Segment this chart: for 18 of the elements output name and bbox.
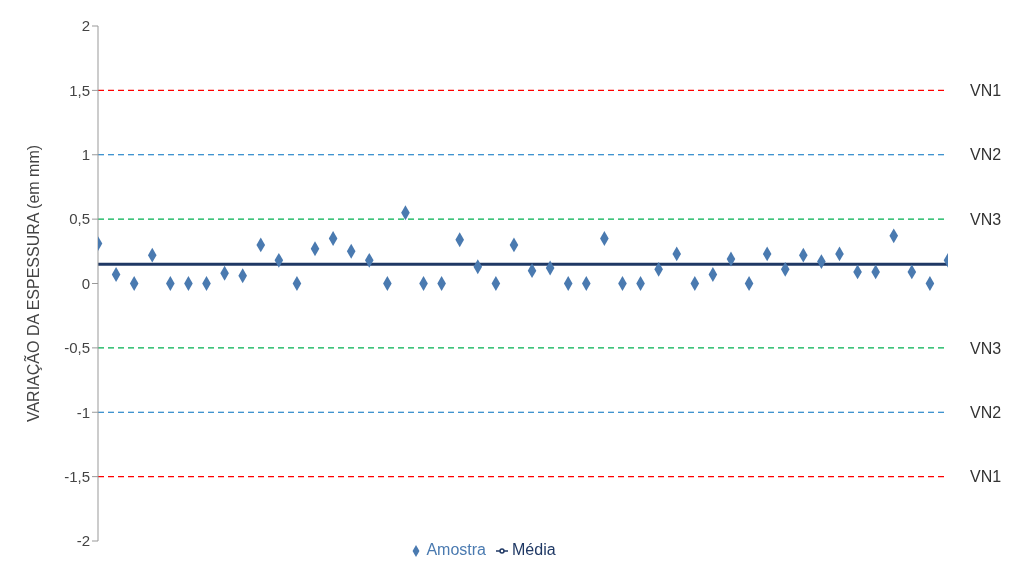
y-axis-title: VARIAÇÃO DA ESPESSURA (em mm) [22, 144, 42, 423]
y-tick-label: 2 [81, 17, 90, 35]
ref-line-label: VN1 [970, 468, 1002, 486]
y-tick-label: -0,5 [64, 339, 90, 357]
ref-line-label: VN3 [970, 210, 1002, 228]
y-tick-label: -1 [76, 403, 90, 421]
y-tick-label: -2 [76, 532, 90, 550]
ref-line-label: VN1 [970, 82, 1002, 100]
y-tick-label: 0 [81, 274, 90, 292]
legend-label: Média [512, 541, 556, 558]
ref-line-label: VN2 [970, 403, 1002, 421]
legend-label: Amostra [426, 541, 486, 558]
y-tick-label: 1,5 [69, 81, 90, 99]
y-tick-label: -1,5 [64, 467, 90, 485]
ref-line-label: VN3 [970, 339, 1002, 357]
ref-line-label: VN2 [970, 146, 1002, 164]
y-tick-label: 1 [81, 146, 90, 164]
y-tick-label: 0,5 [69, 210, 90, 228]
